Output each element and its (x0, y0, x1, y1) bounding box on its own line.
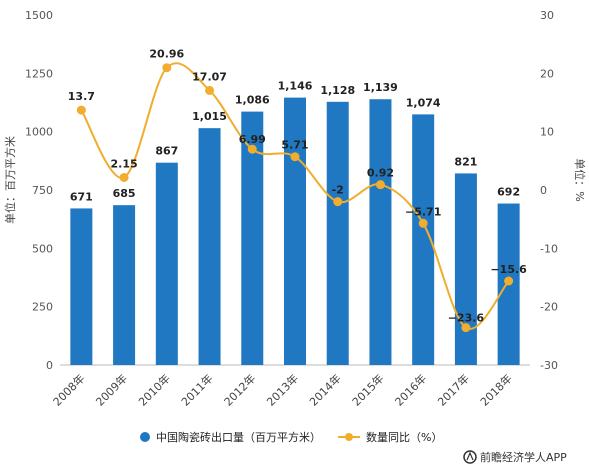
x-tick-label: 2009年 (93, 371, 130, 408)
bar (241, 111, 264, 365)
y-right-tick-label: -30 (540, 359, 558, 372)
x-tick-label: 2012年 (221, 371, 258, 408)
watermark-text: 前瞻经济学人APP (480, 450, 567, 464)
x-tick-label: 2013年 (264, 371, 301, 408)
line-point (504, 276, 514, 286)
y-left-tick-label: 250 (32, 301, 53, 314)
y-right-tick-label: 20 (540, 67, 554, 80)
bar-series (70, 97, 520, 366)
y-right-tick-label: 10 (540, 126, 554, 139)
line-value-label: 6.99 (239, 133, 266, 146)
x-tick-label: 2015年 (349, 371, 386, 408)
y-axis-right-title: 单位：% (573, 158, 587, 201)
line-point (76, 105, 86, 115)
line-series (76, 62, 514, 333)
line-point (247, 144, 257, 154)
line-value-label: −23.6 (448, 312, 485, 325)
y-right-tick-label: 30 (540, 9, 554, 22)
x-tick-label: 2016年 (392, 371, 429, 408)
legend: 中国陶瓷砖出口量（百万平方米） 数量同比（%） (140, 430, 442, 444)
bar (113, 205, 136, 365)
bar-value-label: 1,086 (235, 94, 270, 107)
y-left-tick-label: 0 (46, 359, 53, 372)
line-point (333, 197, 343, 207)
legend-bar-label: 中国陶瓷砖出口量（百万平方米） (156, 430, 321, 444)
bar (198, 128, 221, 365)
line-point (119, 172, 129, 182)
y-left-tick-label: 500 (32, 242, 53, 255)
line-value-label: -2 (332, 184, 344, 197)
line-value-label: 13.7 (68, 90, 95, 103)
left-axis-ticks: 0 250 500 750 1000 1250 1500 (25, 9, 53, 372)
line-value-label: −15.6 (490, 263, 527, 276)
bar-value-label: 671 (70, 190, 93, 203)
bar (70, 208, 93, 365)
line-point (290, 152, 300, 162)
x-tick-label: 2010年 (135, 371, 172, 408)
x-tick-label: 2011年 (178, 371, 215, 408)
bar-value-label: 1,015 (192, 110, 227, 123)
line-value-label: 0.92 (367, 167, 394, 180)
bar-value-label: 1,128 (320, 84, 355, 97)
watermark-logo-icon (463, 450, 477, 464)
bar (284, 97, 306, 365)
bar (326, 101, 349, 366)
x-tick-label: 2014年 (306, 371, 343, 408)
y-right-tick-label: -20 (540, 301, 558, 314)
bar-value-label: 1,139 (363, 81, 398, 94)
line-point (162, 63, 172, 73)
bar-value-label: 821 (454, 155, 477, 168)
bar-value-label: 685 (113, 187, 136, 200)
line-point (418, 218, 428, 228)
line-value-label: 20.96 (149, 48, 184, 61)
line-point (205, 85, 215, 95)
bar (155, 162, 178, 365)
legend-line-label: 数量同比（%） (366, 431, 442, 444)
line-value-label: 17.07 (192, 70, 227, 83)
x-axis-ticks: 2008年 2009年 2010年 2011年 2012年 2013年 2014年 2015年… (50, 371, 515, 408)
y-left-tick-label: 1250 (25, 67, 53, 80)
legend-bar-marker (140, 432, 150, 442)
x-tick-label: 2008年 (50, 371, 87, 408)
line-value-label: 5.71 (281, 139, 308, 152)
right-axis-ticks: -30 -20 -10 0 10 20 30 (540, 9, 558, 372)
y-right-tick-label: 0 (540, 184, 547, 197)
bar-value-label: 692 (497, 186, 520, 199)
y-left-tick-label: 1000 (25, 126, 53, 139)
watermark-logo-mark (466, 451, 474, 461)
line-point (375, 180, 385, 190)
watermark: 前瞻经济学人APP (463, 450, 567, 464)
line-data-labels: 13.7 2.15 20.96 17.07 6.99 5.71 -2 0.92 −5.71 −23… (68, 48, 527, 325)
bar (369, 99, 392, 365)
y-left-tick-label: 750 (32, 184, 53, 197)
bar (412, 114, 435, 366)
x-tick-label: 2018年 (477, 371, 514, 408)
x-tick-label: 2017年 (435, 371, 472, 408)
line-point (461, 323, 471, 333)
bar-data-labels: 671 685 867 1,015 1,086 1,146 1,128 1,139 1,074 8… (70, 80, 520, 204)
y-left-tick-label: 1500 (25, 9, 53, 22)
bar-value-label: 1,074 (406, 96, 441, 109)
y-right-tick-label: -10 (540, 242, 558, 255)
legend-line-marker (345, 433, 353, 441)
y-axis-left-title: 单位：百万平方米 (3, 136, 17, 224)
bar-value-label: 1,146 (278, 80, 313, 93)
bar (454, 173, 477, 365)
line-value-label: −5.71 (405, 205, 441, 218)
line-value-label: 2.15 (111, 157, 138, 170)
bar-value-label: 867 (155, 145, 178, 158)
